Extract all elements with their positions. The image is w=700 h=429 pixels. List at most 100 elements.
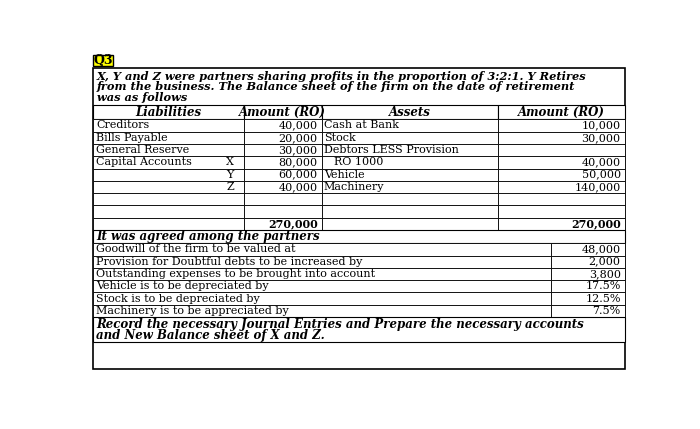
Text: Machinery: Machinery [324, 182, 384, 192]
Bar [244, 132, 321, 144]
Bar [244, 181, 321, 193]
Bar [321, 144, 498, 156]
Bar [551, 280, 624, 293]
Text: 20,000: 20,000 [279, 133, 318, 143]
Bar [93, 268, 551, 280]
Bar [321, 156, 498, 169]
Bar [551, 293, 624, 305]
Text: Outstanding expenses to be brought into account: Outstanding expenses to be brought into … [96, 269, 375, 279]
Bar [321, 218, 498, 230]
Bar [551, 268, 624, 280]
Text: Stock is to be depreciated by: Stock is to be depreciated by [96, 293, 260, 304]
Text: 2,000: 2,000 [589, 257, 621, 267]
Text: Y: Y [226, 170, 234, 180]
Bar [244, 106, 321, 119]
Text: X, Y and Z were partners sharing profits in the proportion of 3:2:1. Y Retires: X, Y and Z were partners sharing profits… [97, 71, 587, 82]
Bar [93, 293, 551, 305]
Text: 12.5%: 12.5% [585, 293, 621, 304]
Text: Capital Accounts: Capital Accounts [96, 157, 192, 167]
Text: Amount (RO): Amount (RO) [518, 106, 605, 119]
Bar [321, 119, 498, 132]
Bar [244, 193, 321, 205]
Text: 30,000: 30,000 [279, 145, 318, 155]
Text: 40,000: 40,000 [582, 157, 621, 167]
Text: Record the necessary Journal Entries and Prepare the necessary accounts: Record the necessary Journal Entries and… [96, 317, 584, 330]
Bar [93, 305, 551, 317]
Bar [551, 256, 624, 268]
Text: 140,000: 140,000 [575, 182, 621, 192]
Text: 7.5%: 7.5% [592, 306, 621, 316]
Bar [93, 169, 244, 181]
Bar [93, 317, 624, 342]
Text: Cash at Bank: Cash at Bank [324, 121, 399, 130]
Bar [93, 256, 551, 268]
Text: 17.5%: 17.5% [585, 281, 621, 291]
Text: Vehicle: Vehicle [324, 170, 365, 180]
Bar [321, 193, 498, 205]
Text: General Reserve: General Reserve [96, 145, 189, 155]
Bar [321, 132, 498, 144]
Bar [93, 55, 113, 66]
Bar [321, 205, 498, 218]
Bar [93, 156, 244, 169]
Bar [93, 280, 551, 293]
Text: X: X [226, 157, 234, 167]
Text: 3,800: 3,800 [589, 269, 621, 279]
Text: 40,000: 40,000 [279, 121, 318, 130]
Text: was as follows: was as follows [97, 92, 187, 103]
Bar [244, 119, 321, 132]
Text: Vehicle is to be depreciated by: Vehicle is to be depreciated by [96, 281, 269, 291]
Bar [244, 156, 321, 169]
Text: Goodwill of the firm to be valued at: Goodwill of the firm to be valued at [96, 245, 295, 254]
Bar [93, 119, 244, 132]
Bar [498, 106, 624, 119]
Text: Assets: Assets [389, 106, 430, 119]
Bar [498, 169, 624, 181]
Bar [498, 193, 624, 205]
Bar [321, 169, 498, 181]
Bar [551, 243, 624, 256]
Bar [93, 193, 244, 205]
Text: Stock: Stock [324, 133, 356, 143]
Bar [93, 144, 244, 156]
Text: RO 1000: RO 1000 [334, 157, 384, 167]
Text: Liabilities: Liabilities [135, 106, 202, 119]
Text: Machinery is to be appreciated by: Machinery is to be appreciated by [96, 306, 289, 316]
Bar [93, 132, 244, 144]
Bar [498, 144, 624, 156]
Bar [498, 132, 624, 144]
Text: 80,000: 80,000 [279, 157, 318, 167]
Bar [321, 106, 498, 119]
Text: Amount (RO): Amount (RO) [239, 106, 326, 119]
Bar [498, 119, 624, 132]
Bar [244, 144, 321, 156]
Bar [93, 106, 244, 119]
Bar [93, 205, 244, 218]
Text: Debtors LESS Provision: Debtors LESS Provision [324, 145, 458, 155]
Bar [498, 156, 624, 169]
Bar [93, 181, 244, 193]
Text: and New Balance sheet of X and Z.: and New Balance sheet of X and Z. [96, 329, 325, 342]
Text: Creditors: Creditors [96, 121, 149, 130]
Bar [93, 243, 551, 256]
Text: 50,000: 50,000 [582, 170, 621, 180]
Text: Provision for Doubtful debts to be increased by: Provision for Doubtful debts to be incre… [96, 257, 363, 267]
Bar [244, 205, 321, 218]
Text: 60,000: 60,000 [279, 170, 318, 180]
Bar [498, 205, 624, 218]
Text: Z: Z [226, 182, 234, 192]
Bar [321, 181, 498, 193]
Text: Bills Payable: Bills Payable [96, 133, 168, 143]
Text: 30,000: 30,000 [582, 133, 621, 143]
Bar [244, 169, 321, 181]
Text: 270,000: 270,000 [268, 218, 318, 230]
Bar [498, 181, 624, 193]
Text: 48,000: 48,000 [582, 245, 621, 254]
Bar [498, 218, 624, 230]
Text: from the business. The Balance sheet of the firm on the date of retirement: from the business. The Balance sheet of … [97, 82, 575, 92]
Text: 10,000: 10,000 [582, 121, 621, 130]
Text: It was agreed among the partners: It was agreed among the partners [96, 230, 320, 243]
Text: 40,000: 40,000 [279, 182, 318, 192]
Bar [551, 305, 624, 317]
Bar [244, 218, 321, 230]
